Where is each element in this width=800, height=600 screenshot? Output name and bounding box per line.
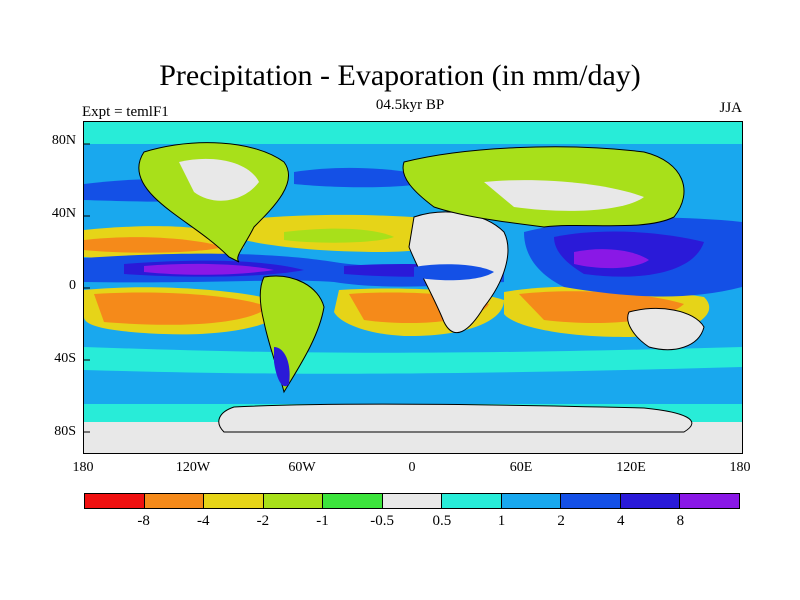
colorbar-swatch-6	[442, 494, 502, 508]
xtick-180w: 180	[72, 460, 94, 475]
australia	[627, 307, 705, 351]
itcz-max-pacific	[144, 263, 274, 275]
colorbar-swatch-0	[85, 494, 145, 508]
africa-wet-belt	[414, 264, 494, 281]
colorbar-swatch-2	[204, 494, 264, 508]
colorbar-label: 0.5	[432, 513, 452, 529]
colorbar-swatch-5	[382, 494, 443, 508]
xtick-60e: 60E	[509, 460, 533, 475]
ytick-eq: 0	[69, 278, 76, 293]
precip-evap-map	[83, 121, 743, 454]
colorbar-label: 1	[497, 513, 506, 529]
bay-of-bengal-max	[574, 249, 649, 269]
southern-storm-band	[84, 347, 742, 374]
experiment-label: Expt = temlF1	[82, 104, 169, 120]
natl-subtropic-inner	[284, 228, 394, 243]
xtick-180e: 180	[729, 460, 751, 475]
npac-subtropic-core	[84, 237, 224, 253]
spac-subtropic-core	[94, 292, 269, 325]
ytick-40n: 40N	[51, 206, 76, 221]
period-label: 04.5kyr BP	[375, 97, 445, 113]
arctic-band	[84, 122, 742, 144]
patagonia-wet	[274, 347, 290, 387]
xtick-0: 0	[408, 460, 416, 475]
north-america-interior	[179, 158, 259, 201]
colorbar-label: 2	[557, 513, 565, 529]
colorbar-swatch-8	[561, 494, 621, 508]
xtick-120w: 120W	[175, 460, 211, 475]
colorbar-swatch-10	[680, 494, 740, 508]
colorbar-label: -0.5	[370, 513, 395, 529]
xtick-120e: 120E	[616, 460, 646, 475]
colorbar-label: -2	[256, 513, 270, 529]
colorbar-swatch-1	[144, 494, 205, 508]
ytick-40s: 40S	[54, 351, 76, 366]
figure-title: Precipitation - Evaporation (in mm/day)	[159, 59, 641, 92]
ytick-80n: 80N	[51, 133, 76, 148]
colorbar-label: 4	[616, 513, 625, 529]
ytick-80s: 80S	[54, 424, 76, 439]
colorbar-swatch-4	[323, 494, 383, 508]
colorbar-label: -4	[197, 513, 210, 529]
colorbar-label: 8	[676, 513, 685, 529]
colorbar-label: -1	[316, 513, 329, 529]
season-label: JJA	[719, 100, 742, 116]
colorbar	[84, 493, 740, 509]
colorbar-swatch-9	[620, 494, 681, 508]
colorbar-swatch-7	[501, 494, 562, 508]
colorbar-swatch-3	[263, 494, 324, 508]
xtick-60w: 60W	[288, 460, 316, 475]
colorbar-label: -8	[137, 513, 150, 529]
antarctica-coast	[218, 403, 693, 433]
eurasia-interior	[484, 180, 644, 211]
